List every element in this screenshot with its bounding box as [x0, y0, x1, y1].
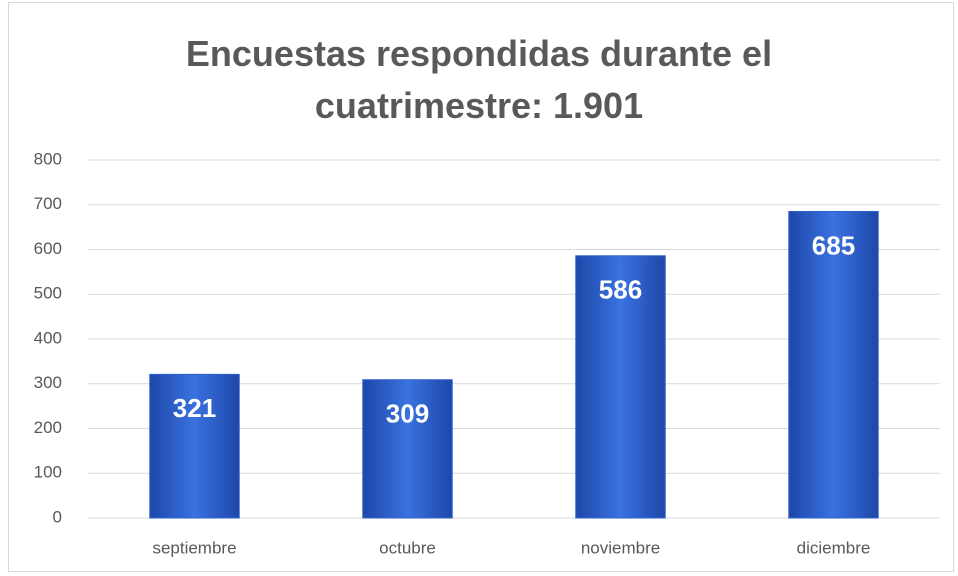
- x-tick-label: noviembre: [581, 538, 660, 557]
- value-label: 586: [599, 275, 642, 305]
- bar: [788, 210, 879, 519]
- bar: [149, 373, 240, 519]
- y-tick-label: 300: [34, 373, 62, 392]
- value-label: 321: [173, 393, 216, 423]
- y-tick-label: 100: [34, 463, 62, 482]
- y-tick-label: 800: [34, 149, 62, 168]
- bar: [362, 379, 453, 519]
- y-tick-label: 200: [34, 418, 62, 437]
- x-tick-label: octubre: [379, 538, 436, 557]
- y-tick-label: 0: [53, 507, 62, 526]
- y-tick-label: 700: [34, 194, 62, 213]
- y-tick-label: 400: [34, 328, 62, 347]
- x-tick-label: septiembre: [152, 538, 236, 557]
- value-label: 685: [812, 230, 855, 260]
- value-label: 309: [386, 399, 429, 429]
- chart-title: Encuestas respondidas durante el cuatrim…: [185, 33, 773, 126]
- bar: [575, 255, 666, 519]
- y-tick-label: 500: [34, 284, 62, 303]
- x-tick-label: diciembre: [797, 538, 871, 557]
- y-tick-label: 600: [34, 239, 62, 258]
- chart-frame: [8, 2, 954, 572]
